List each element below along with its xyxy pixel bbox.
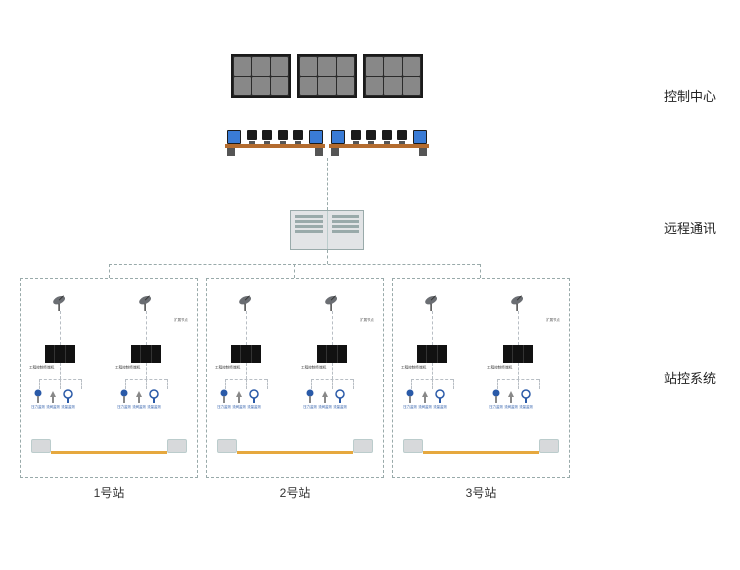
extra-node-label: 扩展节点 — [360, 317, 374, 322]
sensor-icon: 流量监测 — [249, 389, 259, 410]
wall-panel — [231, 54, 291, 98]
sensor-icon: 流阀监测 — [234, 389, 244, 410]
sensor-row: 压力监测流阀监测流量监测 — [219, 389, 259, 410]
satellite-dish-icon — [423, 293, 441, 311]
desk — [225, 112, 325, 156]
monitor-icon — [397, 130, 407, 140]
station-name: 2号站 — [207, 484, 383, 501]
tier-label-station: 站控系统 — [664, 368, 716, 387]
monitor-icon — [413, 130, 427, 144]
sensor-icon: 流量监测 — [149, 389, 159, 410]
server-label: 工程控制终端机 — [215, 365, 240, 370]
monitor-icon — [247, 130, 257, 140]
comm-device — [290, 210, 364, 250]
sensor-row: 压力监测流阀监测流量监测 — [305, 389, 345, 410]
station: 工程控制终端机压力监测流阀监测流量监测工程控制终端机压力监测流阀监测流量监测扩展… — [206, 278, 384, 478]
server-label: 工程控制终端机 — [401, 365, 426, 370]
sensor-icon: 流阀监测 — [320, 389, 330, 410]
connector — [294, 264, 295, 278]
monitor-icon — [351, 130, 361, 140]
station-name: 3号站 — [393, 484, 569, 501]
server-rack-icon — [131, 345, 161, 363]
satellite-dish-icon — [323, 293, 341, 311]
pipeline-icon — [237, 451, 353, 454]
sensor-icon: 压力监测 — [119, 389, 129, 410]
wall-panel — [297, 54, 357, 98]
connector — [109, 264, 110, 278]
extra-node-label: 扩展节点 — [174, 317, 188, 322]
tier-label-comm: 远程通讯 — [664, 218, 716, 237]
server-label: 工程控制终端机 — [115, 365, 140, 370]
sensor-row: 压力监测流阀监测流量监测 — [33, 389, 73, 410]
wall-panel — [363, 54, 423, 98]
monitor-icon — [262, 130, 272, 140]
sensor-icon: 流量监测 — [335, 389, 345, 410]
sensor-row: 压力监测流阀监测流量监测 — [491, 389, 531, 410]
sensor-icon: 流阀监测 — [134, 389, 144, 410]
server-rack-icon — [231, 345, 261, 363]
server-rack-icon — [317, 345, 347, 363]
desk — [329, 112, 429, 156]
monitor-icon — [366, 130, 376, 140]
sensor-icon: 流阀监测 — [420, 389, 430, 410]
tank-icon — [353, 439, 373, 453]
video-wall — [231, 54, 423, 98]
connector — [480, 264, 481, 278]
satellite-dish-icon — [137, 293, 155, 311]
extra-node-label: 扩展节点 — [546, 317, 560, 322]
station-name: 1号站 — [21, 484, 197, 501]
station: 工程控制终端机压力监测流阀监测流量监测工程控制终端机压力监测流阀监测流量监测扩展… — [20, 278, 198, 478]
satellite-dish-icon — [51, 293, 69, 311]
sensor-icon: 流量监测 — [435, 389, 445, 410]
monitor-icon — [309, 130, 323, 144]
operator-desks — [225, 112, 429, 156]
tank-icon — [403, 439, 423, 453]
satellite-dish-icon — [237, 293, 255, 311]
tank-icon — [217, 439, 237, 453]
sensor-icon: 压力监测 — [491, 389, 501, 410]
connector — [327, 158, 328, 210]
server-label: 工程控制终端机 — [487, 365, 512, 370]
tank-icon — [31, 439, 51, 453]
sensor-icon: 流量监测 — [63, 389, 73, 410]
server-rack-icon — [503, 345, 533, 363]
server-rack-icon — [45, 345, 75, 363]
tank-icon — [167, 439, 187, 453]
sensor-icon: 流阀监测 — [48, 389, 58, 410]
satellite-dish-icon — [509, 293, 527, 311]
tank-icon — [539, 439, 559, 453]
connector — [327, 250, 328, 264]
stations-row: 工程控制终端机压力监测流阀监测流量监测工程控制终端机压力监测流阀监测流量监测扩展… — [20, 278, 570, 478]
server-label: 工程控制终端机 — [301, 365, 326, 370]
tier-label-control: 控制中心 — [664, 86, 716, 105]
server-label: 工程控制终端机 — [29, 365, 54, 370]
sensor-icon: 压力监测 — [33, 389, 43, 410]
sensor-icon: 流阀监测 — [506, 389, 516, 410]
sensor-row: 压力监测流阀监测流量监测 — [119, 389, 159, 410]
monitor-icon — [293, 130, 303, 140]
sensor-row: 压力监测流阀监测流量监测 — [405, 389, 445, 410]
sensor-icon: 压力监测 — [305, 389, 315, 410]
monitor-icon — [227, 130, 241, 144]
server-rack-icon — [417, 345, 447, 363]
monitor-icon — [278, 130, 288, 140]
monitor-icon — [382, 130, 392, 140]
sensor-icon: 压力监测 — [405, 389, 415, 410]
station: 工程控制终端机压力监测流阀监测流量监测工程控制终端机压力监测流阀监测流量监测扩展… — [392, 278, 570, 478]
sensor-icon: 流量监测 — [521, 389, 531, 410]
pipeline-icon — [51, 451, 167, 454]
sensor-icon: 压力监测 — [219, 389, 229, 410]
monitor-icon — [331, 130, 345, 144]
pipeline-icon — [423, 451, 539, 454]
